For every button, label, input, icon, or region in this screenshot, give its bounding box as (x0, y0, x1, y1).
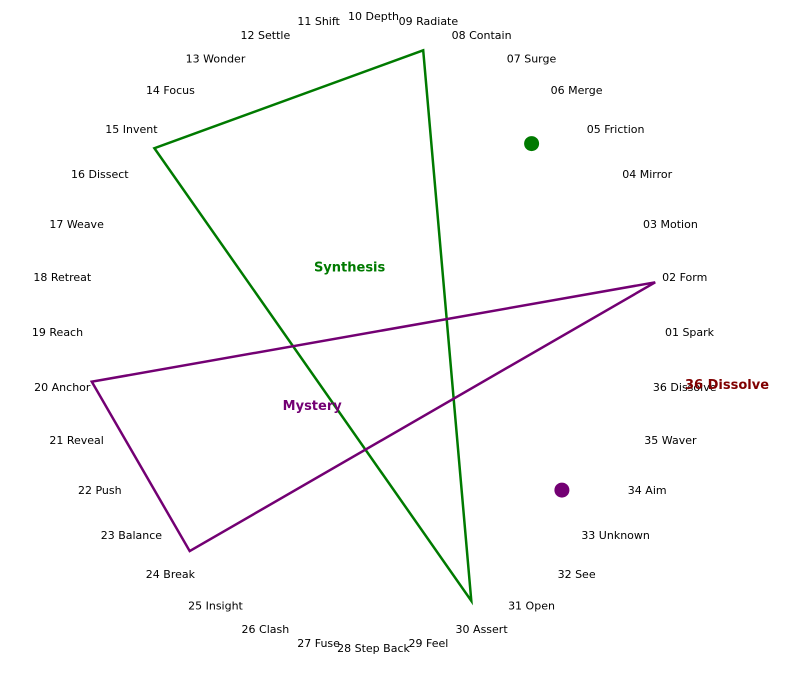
wheel-label-03-motion: 03 Motion (643, 218, 698, 231)
wheel-label-32-see: 32 See (558, 568, 596, 581)
wheel-label-12-settle: 12 Settle (241, 29, 291, 42)
wheel-label-16-dissect: 16 Dissect (71, 168, 129, 181)
wheel-label-33-unknown: 33 Unknown (581, 529, 650, 542)
wheel-label-31-open: 31 Open (508, 600, 555, 613)
wheel-label-28-step-back: 28 Step Back (337, 642, 410, 655)
marker-06-merge (524, 136, 540, 152)
wheel-label-07-surge: 07 Surge (507, 52, 557, 65)
wheel-label-24-break: 24 Break (146, 568, 196, 581)
wheel-labels: 01 Spark 02 Form 03 Motion 04 Mirror 05 Fric… (32, 10, 717, 655)
wheel-label-18-retreat: 18 Retreat (33, 271, 92, 284)
wheel-label-20-anchor: 20 Anchor (34, 381, 91, 394)
wheel-label-19-reach: 19 Reach (32, 326, 83, 339)
wheel-label-27-fuse: 27 Fuse (297, 637, 340, 650)
wheel-label-36-dissolve: 36 Dissolve (653, 381, 717, 394)
position-markers (524, 136, 570, 498)
triangle-synthesis (152, 48, 473, 606)
wheel-label-14-focus: 14 Focus (146, 84, 195, 97)
wheel-label-01-spark: 01 Spark (665, 326, 715, 339)
wheel-label-11-shift: 11 Shift (297, 15, 340, 28)
triangle-mystery (89, 281, 656, 553)
triangle-names: Synthesis Mystery (283, 260, 386, 414)
triangle-lines (89, 48, 656, 606)
wheel-label-26-clash: 26 Clash (242, 623, 290, 636)
wheel-label-21-reveal: 21 Reveal (49, 434, 103, 447)
wheel-label-34-aim: 34 Aim (628, 484, 667, 497)
wheel-label-22-push: 22 Push (78, 484, 122, 497)
highlight-label: 36 Dissolve (685, 378, 769, 393)
wheel-label-10-depth: 10 Depth (348, 10, 399, 23)
wheel-label-02-form: 02 Form (662, 271, 707, 284)
wheel-label-06-merge: 06 Merge (551, 84, 603, 97)
wheel-label-17-weave: 17 Weave (49, 218, 104, 231)
triangle-name-synthesis: Synthesis (314, 260, 386, 275)
wheel-label-05-friction: 05 Friction (587, 123, 645, 136)
wheel-label-25-insight: 25 Insight (188, 600, 243, 613)
wheel-label-29-feel: 29 Feel (408, 637, 448, 650)
wheel-label-13-wonder: 13 Wonder (186, 52, 246, 65)
triangle-name-mystery: Mystery (283, 399, 343, 414)
wheel-label-35-waver: 35 Waver (644, 434, 697, 447)
wheel-label-08-contain: 08 Contain (452, 29, 512, 42)
wheel-label-30-assert: 30 Assert (456, 623, 509, 636)
wheel-label-09-radiate: 09 Radiate (399, 15, 459, 28)
marker-33-unknown (554, 482, 570, 498)
wheel-label-23-balance: 23 Balance (101, 529, 163, 542)
wheel-label-15-invent: 15 Invent (105, 123, 158, 136)
wheel-label-04-mirror: 04 Mirror (622, 168, 672, 181)
